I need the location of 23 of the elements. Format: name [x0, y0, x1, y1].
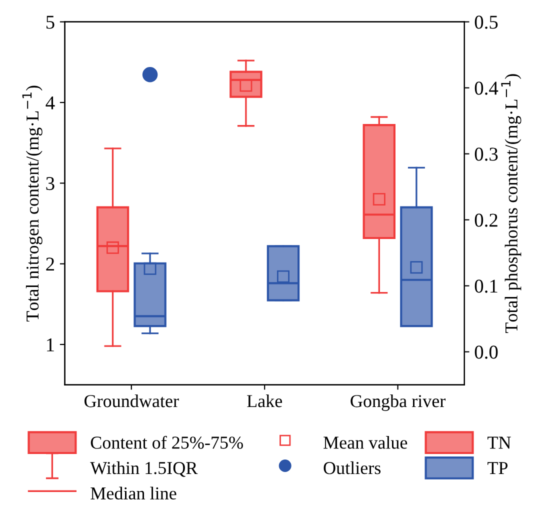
y-tick-label: 5 — [46, 16, 54, 29]
y2-axis-title: Total phosphorus content/(mg·L$^{−1}$) — [501, 74, 522, 333]
y2-tick-label: 0.2 — [474, 214, 498, 227]
text: Within 1.5IQR — [90, 461, 198, 477]
legend-label: TN — [488, 436, 511, 449]
y2-tick-label: 0.0 — [474, 346, 498, 359]
y2-tick-label: 0.3 — [474, 148, 498, 161]
y2-tick-label: 0.5 — [474, 16, 498, 29]
y2-tick-label: 0.1 — [474, 280, 498, 293]
text: Mean value — [324, 436, 408, 449]
y-tick-label: 3 — [46, 177, 54, 190]
text: Outliers — [324, 461, 381, 474]
x-tick-label: Groundwater — [84, 394, 179, 408]
text: Content of 25%-75% — [90, 436, 243, 449]
x-tick-label: Lake — [247, 394, 282, 408]
y-axis-title: Total nitrogen content/(mg·L$^{−1}$) — [22, 86, 42, 322]
y-tick-label: 4 — [46, 96, 55, 110]
y-tick-label: 1 — [47, 338, 54, 352]
y2-tick-label: 0.4 — [474, 82, 498, 95]
y-tick-label: 2 — [46, 258, 54, 271]
legend-label: TP — [488, 462, 508, 474]
text: Median line — [90, 486, 176, 500]
x-tick-label: Gongba river — [350, 394, 446, 411]
